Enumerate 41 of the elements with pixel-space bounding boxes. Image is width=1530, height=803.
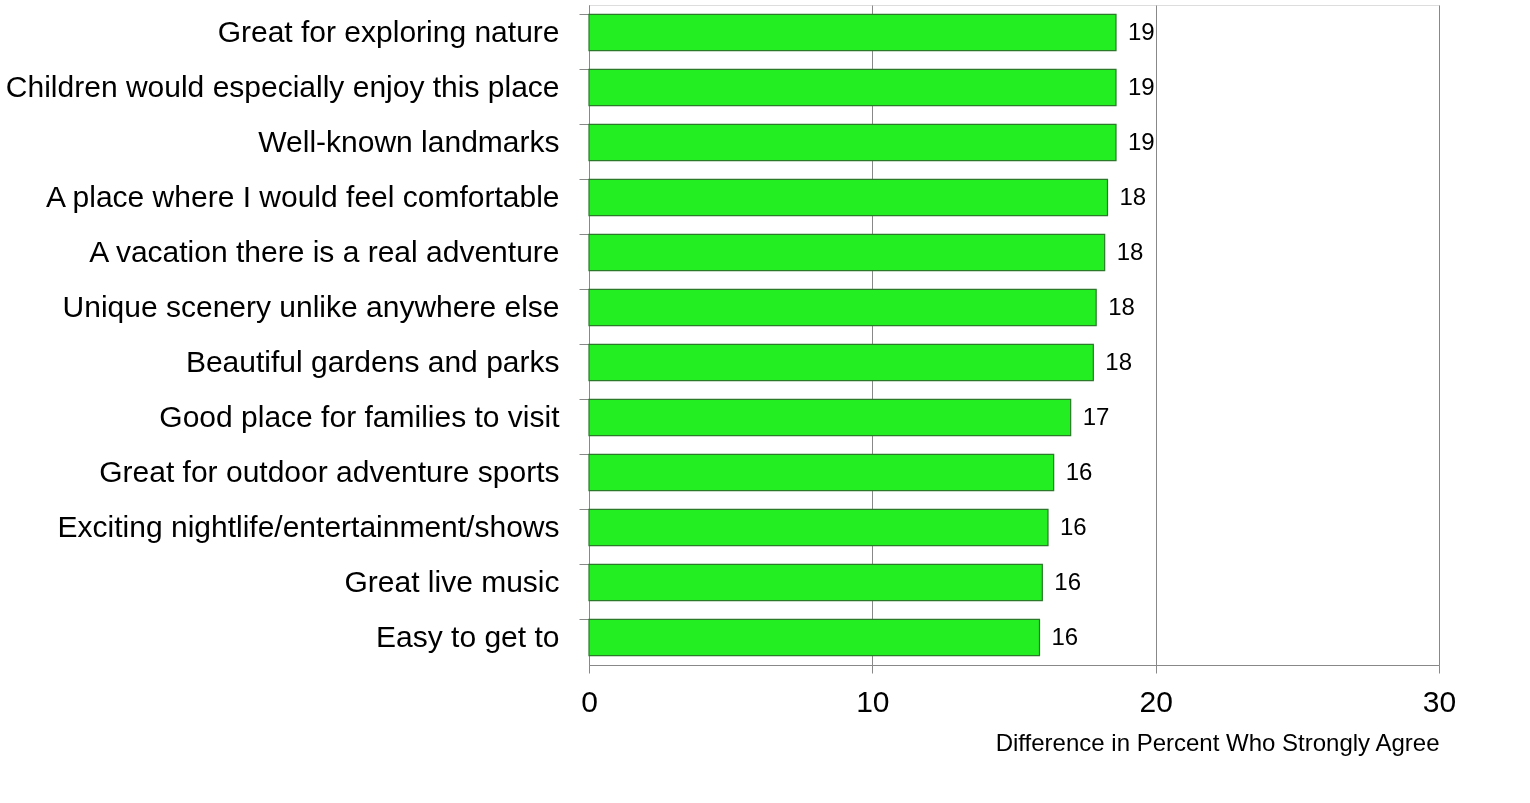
y-tick-label: Children would especially enjoy this place [5,69,560,103]
bar [588,618,1041,657]
y-tick-label: Exciting nightlife/entertainment/shows [57,509,560,543]
bar [588,508,1049,547]
x-tick-label: 10 [856,684,890,718]
bar [588,123,1117,162]
bar [588,68,1117,107]
data-label: 17 [1082,402,1110,430]
y-tick-label: Good place for families to visit [159,399,561,433]
x-tick-label: 0 [581,684,598,718]
bar [588,563,1043,602]
bar [588,233,1106,272]
data-label: 19 [1128,72,1155,100]
y-tick-label: Great for exploring nature [217,14,560,48]
y-tick-label: Beautiful gardens and parks [185,344,560,378]
data-label: 19 [1128,17,1155,45]
data-label: 18 [1116,237,1144,265]
y-tick-label: Well-known landmarks [258,124,560,158]
y-tick-label: Unique scenery unlike anywhere else [62,289,560,323]
y-tick-label: A place where I would feel comfortable [45,179,560,213]
data-label: 18 [1105,347,1133,375]
y-tick-label: Great for outdoor adventure sports [99,454,560,488]
bar [588,398,1072,437]
bar [588,13,1117,52]
x-axis-title: Difference in Percent Who Strongly Agree [995,728,1440,756]
bar [588,453,1055,492]
y-tick-label: Easy to get to [376,619,560,653]
y-tick-label: A vacation there is a real adventure [89,234,560,268]
x-tick-label: 20 [1139,684,1173,718]
data-label: 16 [1051,622,1079,650]
data-label: 16 [1054,567,1082,595]
data-label: 19 [1128,127,1155,155]
bar [588,178,1109,217]
data-label: 18 [1119,182,1147,210]
data-label: 16 [1060,512,1087,540]
data-label: 18 [1108,292,1135,320]
y-tick-label: Great live music [344,564,560,598]
bar [588,288,1097,327]
x-tick-label: 30 [1422,684,1457,718]
bar [588,343,1094,382]
data-label: 16 [1065,457,1093,485]
